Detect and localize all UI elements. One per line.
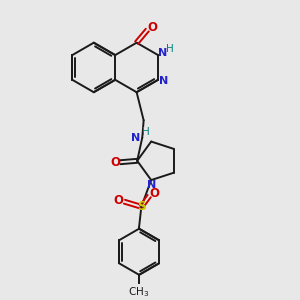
Text: N: N	[159, 76, 168, 86]
Text: O: O	[114, 194, 124, 207]
Text: O: O	[110, 156, 120, 169]
Text: O: O	[149, 187, 159, 200]
Text: N: N	[146, 180, 156, 190]
Text: N: N	[131, 133, 141, 143]
Text: H: H	[142, 127, 149, 136]
Text: S: S	[137, 200, 146, 213]
Text: O: O	[147, 21, 158, 34]
Text: H: H	[166, 44, 174, 54]
Text: N: N	[158, 48, 168, 59]
Text: CH$_3$: CH$_3$	[128, 285, 150, 298]
